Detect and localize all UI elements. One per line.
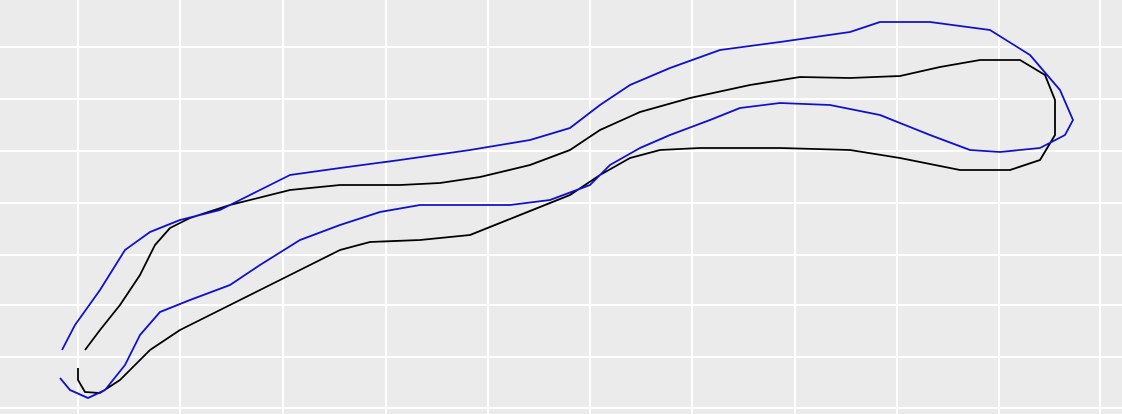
curve bbox=[77, 59, 1056, 394]
curve bbox=[59, 21, 1074, 399]
